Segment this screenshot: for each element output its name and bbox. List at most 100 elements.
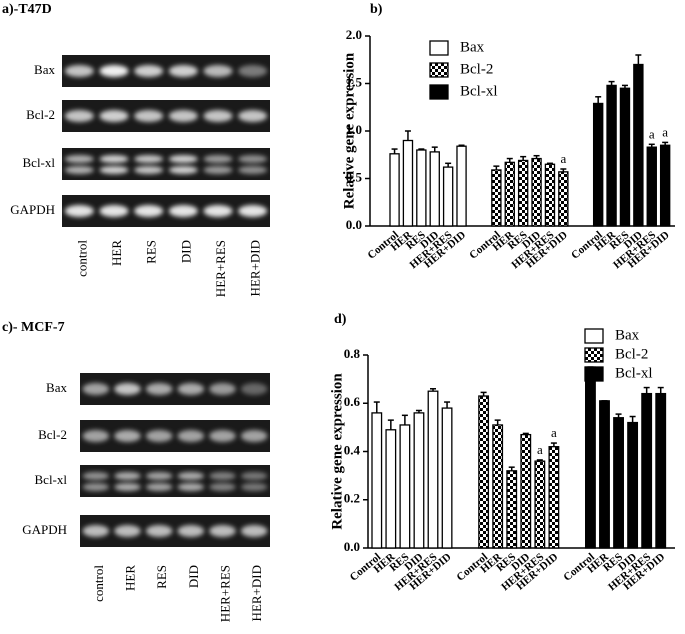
gel-band [209,472,236,480]
lane-label: RES [144,240,159,264]
gel-band [168,166,198,174]
lane-label: HER [122,565,137,591]
gel-band [99,65,129,77]
bar [646,146,657,227]
legend-label: Bcl-xl [460,83,498,99]
gel-band [114,525,141,537]
gel-band [134,65,164,77]
y-tick-label: 2.0 [346,27,362,42]
gel-band [177,483,205,491]
lane-label: control [74,240,89,277]
lane-label: control [91,565,106,602]
bar [627,421,639,549]
legend-swatch [584,347,604,363]
gel-row-label: Bax [46,380,67,395]
gel-strip [62,195,270,227]
gel-band [177,430,205,442]
gel-strip [62,55,270,87]
gel-band [82,472,110,480]
gel-strip [80,515,270,547]
y-tick-label: 1.5 [346,74,363,89]
legend-swatch [584,328,604,344]
bar [389,153,400,227]
bar [429,151,440,227]
bar [492,424,504,549]
gel-row-label: GAPDH [10,202,55,217]
gel-band [145,483,173,491]
gel-strip [80,373,270,405]
gel-band [99,110,129,122]
bar [548,446,560,549]
panel-label: d) [334,312,347,327]
gel-band [145,383,173,395]
bar [619,87,631,227]
lane-label: HER+RES [217,565,232,622]
annotation: a [551,425,557,440]
bar [399,424,411,549]
bar [633,63,644,227]
lane-label: DID [178,240,193,263]
bar [641,392,653,549]
gel-band [64,205,94,217]
lane-label: RES [154,565,169,589]
bar [613,417,624,549]
gel-row-label: Bax [34,62,55,77]
gel-band [82,483,110,491]
gel-band [203,205,233,217]
bar [585,366,596,549]
gel-band [99,205,129,217]
gel-band [203,65,233,77]
gel-band [209,483,236,491]
gel-band [177,383,205,395]
bar [385,429,397,549]
gel-band [145,430,173,442]
gel-band [209,430,236,442]
gel-row-label: Bcl-2 [38,427,67,442]
gel-band [168,65,198,77]
panel-label: a)-T47D [2,2,52,17]
gel-band [114,430,141,442]
y-tick-label: 0.0 [344,539,360,554]
annotation: a [537,442,543,457]
gel-row-label: GAPDH [22,522,67,537]
gel-strip [80,465,270,497]
panel-label: c)- MCF-7 [2,320,65,335]
annotation: a [560,151,566,166]
gel-band [177,472,205,480]
bar [517,159,529,227]
gel-band [82,525,110,537]
legend-swatch [429,84,449,100]
y-tick-label: 0.2 [344,491,360,506]
bar [442,166,454,227]
gel-band [134,166,164,174]
gel-band [203,155,233,163]
gel-strip [80,420,270,452]
legend-label: Bcl-2 [615,346,648,362]
gel-band [209,383,236,395]
gel-band [64,155,94,163]
annotation: a [649,126,655,141]
gel-row-label: Bcl-xl [35,472,68,487]
bar [531,157,542,227]
gel-band [99,155,129,163]
bar [504,161,515,227]
gel-band [240,383,268,395]
lane-label: HER+RES [213,240,228,297]
lane-label: HER+DID [249,565,264,621]
legend-label: Bcl-xl [615,365,653,381]
y-tick-label: 1.0 [346,122,362,137]
gel-strip [62,100,270,132]
bar [599,400,610,549]
gel-band [209,525,236,537]
bar [520,433,532,549]
y-tick-label: 0.5 [346,169,363,184]
legend-label: Bax [460,39,485,55]
y-axis-label: Relative gene expression [329,373,345,530]
bar [491,169,502,227]
gel-band [168,205,198,217]
gel-band [240,472,268,480]
gel-band [238,155,268,163]
bar [478,395,490,549]
panel-label: b) [370,2,383,17]
legend-swatch [584,366,604,382]
